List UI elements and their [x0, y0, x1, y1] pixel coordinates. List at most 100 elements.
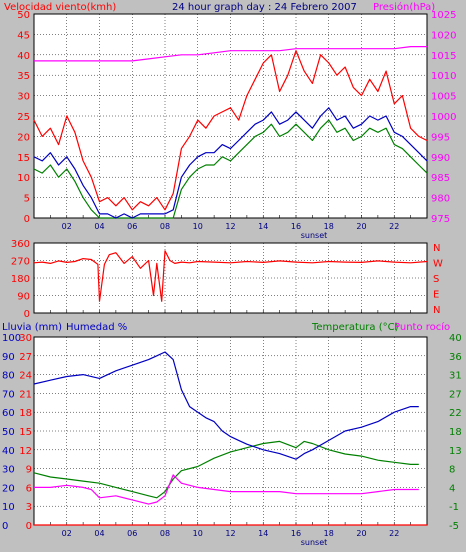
compass-label: E — [433, 290, 439, 301]
plot-area — [33, 242, 428, 314]
x-tick-label: 16 — [291, 222, 301, 231]
x-tick-label: 08 — [160, 529, 170, 538]
wind-y-tick-label: 35 — [17, 71, 30, 82]
humidity-y-tick-label: 40 — [2, 446, 15, 457]
rain-y-tick-label: 21 — [19, 389, 32, 400]
rain-y-tick-label: 9 — [26, 465, 32, 476]
pressure-y-tick-label: 990 — [431, 153, 450, 164]
x-tick-label: 18 — [324, 222, 334, 231]
temperature-y-tick-label: 40 — [449, 333, 462, 344]
x-tick-label: 12 — [225, 222, 235, 231]
pressure-y-tick-label: 975 — [431, 214, 450, 225]
pressure-y-tick-label: 985 — [431, 173, 450, 184]
x-tick-label: 06 — [127, 222, 137, 231]
temperature-y-tick-label: -5 — [449, 521, 459, 532]
compass-label: N — [433, 243, 440, 254]
rain-y-tick-label: 6 — [26, 483, 32, 494]
temperature-y-tick-label: 18 — [449, 427, 462, 438]
wind-y-tick-label: 25 — [17, 112, 30, 123]
compass-label: N — [433, 305, 440, 316]
direction-y-tick-label: 180 — [11, 274, 30, 285]
humidity-line — [33, 351, 419, 460]
x-tick-label: 06 — [127, 529, 137, 538]
x-tick-label: 20 — [356, 529, 366, 538]
pressure-axis-title: Presión(hPa) — [373, 1, 435, 13]
pressure-line — [34, 45, 427, 62]
wind-pressure-panel: 0510152025303540455097598098599099510001… — [17, 10, 456, 240]
pressure-y-tick-label: 1005 — [431, 92, 456, 103]
rain-axis-title: Lluvia (mm) — [2, 322, 62, 333]
humidity-axis-title: Humedad % — [66, 322, 127, 333]
x-tick-label: 12 — [225, 529, 235, 538]
pressure-y-tick-label: 1000 — [431, 112, 456, 123]
humidity-y-tick-label: 90 — [2, 352, 15, 363]
humidity-y-tick-label: 20 — [2, 483, 15, 494]
temperature-y-tick-label: 8 — [449, 465, 455, 476]
wind-y-tick-label: 10 — [17, 173, 30, 184]
humidity-y-tick-label: 70 — [2, 389, 15, 400]
wind-y-tick-label: 5 — [24, 194, 30, 205]
x-tick-label: 04 — [94, 529, 104, 538]
temperature-y-tick-label: 22 — [449, 408, 462, 419]
rain-y-tick-label: 27 — [19, 352, 32, 363]
wind-speed-axis-title: Velocidad viento(kmh) — [4, 2, 116, 13]
direction-y-tick-label: 0 — [24, 309, 30, 320]
temperature-y-tick-label: 4 — [449, 483, 455, 494]
x-tick-label: 02 — [62, 529, 72, 538]
direction-y-tick-label: 360 — [11, 239, 30, 250]
wind-lull-line — [33, 119, 428, 219]
direction-y-tick-label: 90 — [17, 292, 30, 303]
temperature-line — [33, 440, 419, 499]
temperature-y-tick-label: -1 — [449, 502, 459, 513]
humidity-y-tick-label: 10 — [2, 502, 15, 513]
pressure-y-tick-label: 1025 — [431, 10, 456, 21]
wind-direction-line — [33, 250, 428, 302]
temperature-y-tick-label: 27 — [449, 389, 462, 400]
pressure-y-tick-label: 1015 — [431, 51, 456, 62]
rain-y-tick-label: 15 — [19, 427, 32, 438]
humidity-y-tick-label: 30 — [2, 465, 15, 476]
temperature-y-tick-label: 36 — [449, 352, 462, 363]
wind-y-tick-label: 50 — [17, 10, 30, 21]
humidity-y-tick-label: 50 — [2, 427, 15, 438]
compass-label: S — [433, 274, 439, 285]
direction-y-tick-label: 270 — [11, 257, 30, 268]
sunset-label: sunset — [301, 538, 328, 547]
rain-y-tick-label: 0 — [26, 521, 32, 532]
sunset-label: sunset — [301, 231, 328, 240]
wind-y-tick-label: 0 — [24, 214, 30, 225]
temperature-y-tick-label: 31 — [449, 371, 462, 382]
wind-y-tick-label: 15 — [17, 153, 30, 164]
x-tick-label: 04 — [94, 222, 104, 231]
temperature-y-tick-label: 13 — [449, 446, 462, 457]
x-tick-label: 08 — [160, 222, 170, 231]
wind-y-tick-label: 40 — [17, 51, 30, 62]
x-tick-label: 02 — [62, 222, 72, 231]
wind-average-line — [33, 107, 428, 219]
wind-y-tick-label: 20 — [17, 132, 30, 143]
x-tick-label: 14 — [258, 529, 268, 538]
humidity-y-tick-label: 0 — [2, 521, 8, 532]
x-tick-label: 10 — [193, 529, 203, 538]
humidity-y-tick-label: 100 — [2, 333, 21, 344]
x-tick-label: 14 — [258, 222, 268, 231]
humidity-y-tick-label: 60 — [2, 408, 15, 419]
rain-y-tick-label: 3 — [26, 502, 32, 513]
dewpoint-axis-title: Punto rocío — [394, 321, 450, 333]
pressure-y-tick-label: 995 — [431, 132, 450, 143]
rain-y-tick-label: 30 — [19, 333, 32, 344]
wind-gust-line — [33, 50, 428, 211]
wind-y-tick-label: 30 — [17, 92, 30, 103]
compass-label: W — [433, 259, 443, 270]
rain-y-tick-label: 18 — [19, 408, 32, 419]
x-tick-label: 22 — [389, 222, 399, 231]
x-tick-label: 10 — [193, 222, 203, 231]
pressure-y-tick-label: 1010 — [431, 71, 456, 82]
x-tick-label: 16 — [291, 529, 301, 538]
dewpoint-line — [34, 474, 419, 505]
humidity-y-tick-label: 80 — [2, 371, 15, 382]
x-tick-label: 18 — [324, 529, 334, 538]
rain-y-tick-label: 12 — [19, 446, 32, 457]
